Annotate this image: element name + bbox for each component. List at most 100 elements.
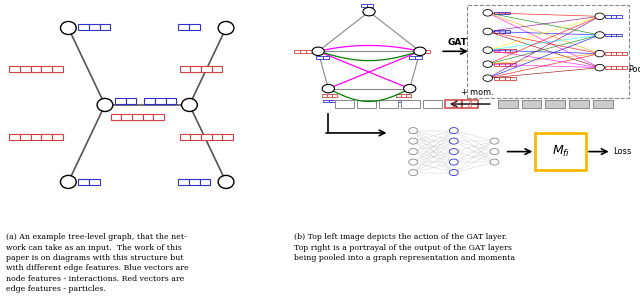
- Circle shape: [322, 84, 335, 93]
- Bar: [404, 100, 410, 102]
- Circle shape: [449, 138, 458, 144]
- Bar: [89, 24, 100, 30]
- Bar: [166, 98, 177, 104]
- Bar: [367, 4, 373, 7]
- Text: + mom.: + mom.: [461, 89, 493, 97]
- Bar: [212, 134, 222, 140]
- Bar: [616, 34, 621, 36]
- Bar: [498, 100, 518, 109]
- Bar: [52, 134, 63, 140]
- Text: Loss: Loss: [613, 147, 632, 156]
- Circle shape: [60, 22, 76, 34]
- Bar: [499, 30, 505, 33]
- Circle shape: [490, 149, 499, 155]
- Text: (b) Top left image depicts the action of the GAT layer.
Top right is a portrayal: (b) Top left image depicts the action of…: [294, 233, 516, 262]
- Circle shape: [404, 84, 416, 93]
- Bar: [294, 50, 300, 53]
- Bar: [409, 56, 415, 59]
- Bar: [78, 24, 89, 30]
- Circle shape: [409, 138, 417, 144]
- Bar: [100, 24, 110, 30]
- Bar: [316, 56, 323, 59]
- Bar: [611, 66, 616, 69]
- Circle shape: [595, 50, 604, 57]
- Text: Pooling: Pooling: [628, 65, 640, 74]
- Circle shape: [414, 47, 426, 56]
- Bar: [78, 179, 89, 185]
- Bar: [300, 50, 306, 53]
- Circle shape: [182, 98, 197, 112]
- Bar: [605, 52, 611, 55]
- Bar: [323, 100, 329, 102]
- Bar: [201, 134, 212, 140]
- Bar: [332, 94, 337, 97]
- Bar: [380, 100, 398, 109]
- Bar: [20, 134, 31, 140]
- Circle shape: [409, 149, 417, 155]
- Bar: [189, 24, 200, 30]
- Bar: [445, 100, 461, 109]
- Circle shape: [409, 170, 417, 176]
- Bar: [155, 98, 166, 104]
- Bar: [499, 49, 505, 51]
- Bar: [190, 66, 201, 72]
- Bar: [510, 63, 516, 65]
- Bar: [222, 134, 233, 140]
- Bar: [494, 49, 499, 51]
- Bar: [396, 94, 401, 97]
- Circle shape: [409, 159, 417, 165]
- Circle shape: [483, 10, 493, 16]
- Bar: [605, 15, 611, 18]
- Circle shape: [483, 61, 493, 67]
- Bar: [505, 77, 510, 80]
- Bar: [461, 100, 478, 109]
- Text: (a) An example tree-level graph, that the net-
work can take as an input.  The w: (a) An example tree-level graph, that th…: [6, 233, 189, 293]
- Bar: [423, 100, 442, 109]
- Bar: [323, 56, 330, 59]
- Circle shape: [483, 75, 493, 81]
- Bar: [357, 100, 376, 109]
- Circle shape: [449, 159, 458, 165]
- Circle shape: [595, 13, 604, 20]
- Bar: [499, 77, 505, 80]
- Bar: [401, 100, 420, 109]
- Bar: [616, 52, 621, 55]
- Circle shape: [97, 98, 113, 112]
- Bar: [494, 77, 499, 80]
- Bar: [31, 66, 42, 72]
- Bar: [605, 66, 611, 69]
- Bar: [178, 24, 189, 30]
- Bar: [415, 56, 422, 59]
- Bar: [189, 179, 200, 185]
- Bar: [42, 134, 52, 140]
- Bar: [201, 66, 212, 72]
- Text: GAT: GAT: [447, 38, 467, 47]
- Bar: [190, 134, 201, 140]
- Bar: [329, 100, 335, 102]
- Bar: [593, 100, 612, 109]
- Bar: [9, 134, 20, 140]
- Bar: [616, 15, 621, 18]
- Bar: [499, 63, 505, 65]
- Bar: [494, 12, 499, 14]
- Bar: [510, 49, 516, 51]
- Bar: [505, 49, 510, 51]
- Circle shape: [595, 64, 604, 71]
- Circle shape: [449, 149, 458, 155]
- Circle shape: [483, 47, 493, 54]
- Bar: [42, 66, 52, 72]
- Bar: [180, 134, 190, 140]
- Bar: [31, 134, 42, 140]
- Bar: [200, 179, 211, 185]
- Bar: [494, 63, 499, 65]
- Bar: [425, 50, 431, 53]
- Bar: [143, 114, 154, 120]
- Bar: [505, 63, 510, 65]
- Text: $M_{fi}$: $M_{fi}$: [552, 144, 570, 159]
- Bar: [335, 100, 354, 109]
- Bar: [20, 66, 31, 72]
- Bar: [499, 12, 505, 14]
- Circle shape: [449, 170, 458, 176]
- Text: p: p: [451, 100, 456, 109]
- Bar: [180, 66, 190, 72]
